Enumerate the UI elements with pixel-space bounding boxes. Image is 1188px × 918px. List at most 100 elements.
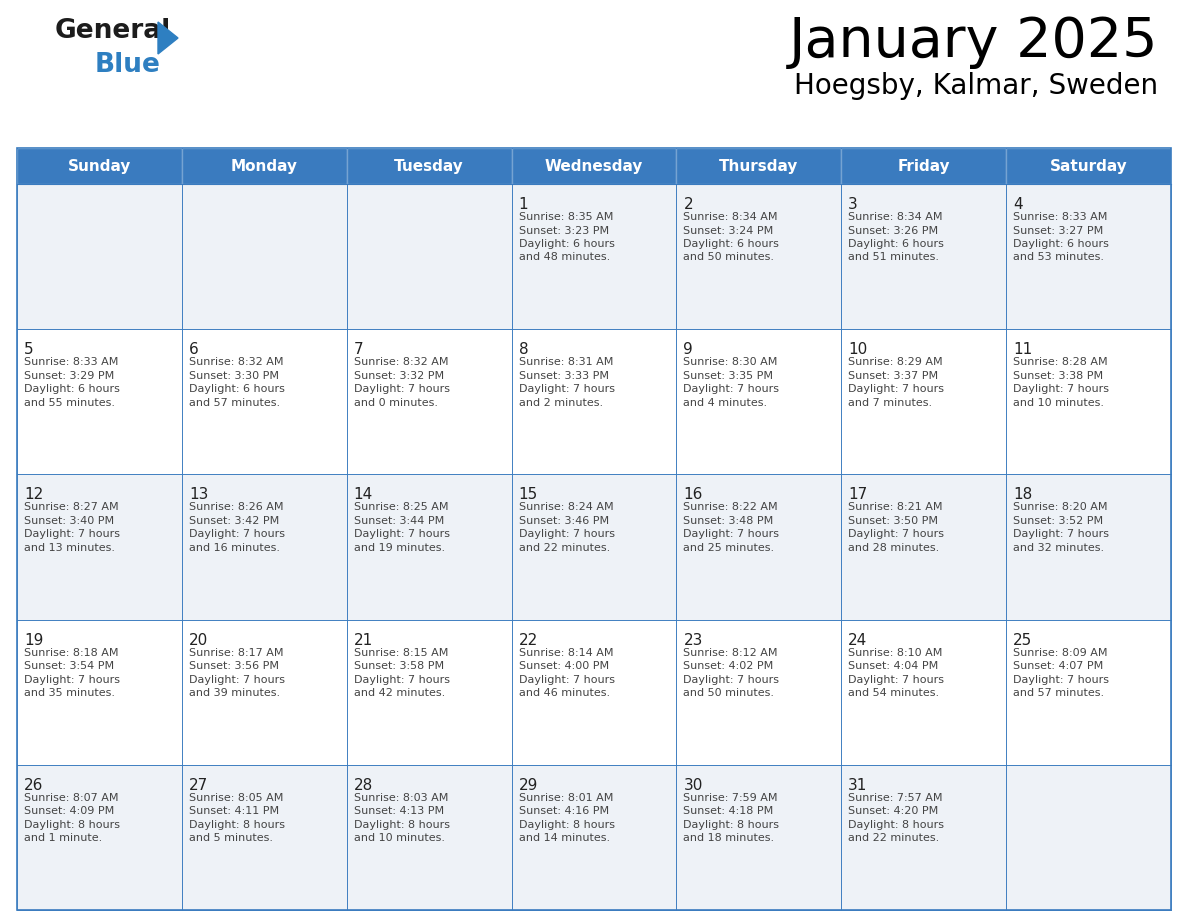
Bar xyxy=(676,620,841,765)
Text: and 39 minutes.: and 39 minutes. xyxy=(189,688,280,698)
Text: Sunrise: 8:26 AM: Sunrise: 8:26 AM xyxy=(189,502,284,512)
Text: Sunrise: 8:03 AM: Sunrise: 8:03 AM xyxy=(354,793,448,803)
Text: 11: 11 xyxy=(1013,342,1032,357)
Text: and 7 minutes.: and 7 minutes. xyxy=(848,397,933,408)
Text: Sunrise: 8:15 AM: Sunrise: 8:15 AM xyxy=(354,647,448,657)
Bar xyxy=(182,330,347,475)
Bar xyxy=(512,148,676,184)
Text: Sunset: 3:37 PM: Sunset: 3:37 PM xyxy=(848,371,939,381)
Text: and 54 minutes.: and 54 minutes. xyxy=(848,688,940,698)
Text: Sunrise: 8:07 AM: Sunrise: 8:07 AM xyxy=(24,793,119,803)
Text: Daylight: 7 hours: Daylight: 7 hours xyxy=(1013,530,1110,540)
Text: Sunset: 3:33 PM: Sunset: 3:33 PM xyxy=(519,371,608,381)
Text: Sunset: 3:23 PM: Sunset: 3:23 PM xyxy=(519,226,608,236)
Text: and 0 minutes.: and 0 minutes. xyxy=(354,397,437,408)
Text: Daylight: 7 hours: Daylight: 7 hours xyxy=(683,385,779,394)
Bar xyxy=(182,620,347,765)
Text: Daylight: 7 hours: Daylight: 7 hours xyxy=(354,385,450,394)
Bar xyxy=(841,184,1006,330)
Text: Blue: Blue xyxy=(95,52,160,78)
Text: Friday: Friday xyxy=(897,159,950,174)
Text: Sunset: 3:30 PM: Sunset: 3:30 PM xyxy=(189,371,279,381)
Text: Sunrise: 8:01 AM: Sunrise: 8:01 AM xyxy=(519,793,613,803)
Text: 26: 26 xyxy=(24,778,44,793)
Bar xyxy=(1006,765,1171,910)
Text: Daylight: 8 hours: Daylight: 8 hours xyxy=(354,820,450,830)
Text: Daylight: 7 hours: Daylight: 7 hours xyxy=(848,385,944,394)
Text: Sunrise: 8:25 AM: Sunrise: 8:25 AM xyxy=(354,502,448,512)
Text: Sunset: 4:20 PM: Sunset: 4:20 PM xyxy=(848,806,939,816)
Text: and 10 minutes.: and 10 minutes. xyxy=(354,834,444,844)
Bar xyxy=(17,148,1171,910)
Bar xyxy=(17,620,182,765)
Text: and 51 minutes.: and 51 minutes. xyxy=(848,252,940,263)
Text: and 53 minutes.: and 53 minutes. xyxy=(1013,252,1104,263)
Bar xyxy=(1006,148,1171,184)
Bar xyxy=(676,148,841,184)
Text: and 4 minutes.: and 4 minutes. xyxy=(683,397,767,408)
Bar xyxy=(676,330,841,475)
Text: 31: 31 xyxy=(848,778,867,793)
Text: 14: 14 xyxy=(354,487,373,502)
Text: and 32 minutes.: and 32 minutes. xyxy=(1013,543,1105,553)
Text: 28: 28 xyxy=(354,778,373,793)
Text: 1: 1 xyxy=(519,197,529,212)
Text: and 50 minutes.: and 50 minutes. xyxy=(683,688,775,698)
Bar xyxy=(17,475,182,620)
Text: Sunset: 4:11 PM: Sunset: 4:11 PM xyxy=(189,806,279,816)
Bar xyxy=(512,475,676,620)
Text: Sunset: 3:27 PM: Sunset: 3:27 PM xyxy=(1013,226,1104,236)
Text: and 22 minutes.: and 22 minutes. xyxy=(519,543,609,553)
Text: Sunset: 4:18 PM: Sunset: 4:18 PM xyxy=(683,806,773,816)
Text: and 16 minutes.: and 16 minutes. xyxy=(189,543,280,553)
Text: Daylight: 7 hours: Daylight: 7 hours xyxy=(848,675,944,685)
Text: 8: 8 xyxy=(519,342,529,357)
Text: Daylight: 7 hours: Daylight: 7 hours xyxy=(683,530,779,540)
Text: and 18 minutes.: and 18 minutes. xyxy=(683,834,775,844)
Text: Sunday: Sunday xyxy=(68,159,131,174)
Text: Daylight: 7 hours: Daylight: 7 hours xyxy=(1013,675,1110,685)
Text: and 50 minutes.: and 50 minutes. xyxy=(683,252,775,263)
Text: Daylight: 8 hours: Daylight: 8 hours xyxy=(189,820,285,830)
Text: 19: 19 xyxy=(24,633,44,647)
Text: Sunset: 3:32 PM: Sunset: 3:32 PM xyxy=(354,371,444,381)
Text: Daylight: 8 hours: Daylight: 8 hours xyxy=(24,820,120,830)
Text: 18: 18 xyxy=(1013,487,1032,502)
Bar xyxy=(676,184,841,330)
Bar xyxy=(347,765,512,910)
Bar xyxy=(347,148,512,184)
Text: Sunset: 3:46 PM: Sunset: 3:46 PM xyxy=(519,516,608,526)
Bar xyxy=(512,184,676,330)
Text: Daylight: 8 hours: Daylight: 8 hours xyxy=(519,820,614,830)
Text: Daylight: 7 hours: Daylight: 7 hours xyxy=(519,675,614,685)
Text: and 46 minutes.: and 46 minutes. xyxy=(519,688,609,698)
Bar xyxy=(841,330,1006,475)
Bar xyxy=(1006,620,1171,765)
Bar xyxy=(1006,330,1171,475)
Bar xyxy=(512,620,676,765)
Text: Daylight: 8 hours: Daylight: 8 hours xyxy=(848,820,944,830)
Text: Sunrise: 7:57 AM: Sunrise: 7:57 AM xyxy=(848,793,943,803)
Text: Sunrise: 7:59 AM: Sunrise: 7:59 AM xyxy=(683,793,778,803)
Text: Sunset: 3:35 PM: Sunset: 3:35 PM xyxy=(683,371,773,381)
Bar xyxy=(17,765,182,910)
Text: Daylight: 7 hours: Daylight: 7 hours xyxy=(24,530,120,540)
Text: Sunrise: 8:17 AM: Sunrise: 8:17 AM xyxy=(189,647,284,657)
Text: Thursday: Thursday xyxy=(719,159,798,174)
Text: 23: 23 xyxy=(683,633,703,647)
Text: Daylight: 7 hours: Daylight: 7 hours xyxy=(354,675,450,685)
Text: Sunrise: 8:33 AM: Sunrise: 8:33 AM xyxy=(1013,212,1107,222)
Text: Sunset: 4:00 PM: Sunset: 4:00 PM xyxy=(519,661,608,671)
Text: 13: 13 xyxy=(189,487,208,502)
Text: Daylight: 6 hours: Daylight: 6 hours xyxy=(1013,239,1110,249)
Bar xyxy=(182,765,347,910)
Text: Sunrise: 8:21 AM: Sunrise: 8:21 AM xyxy=(848,502,943,512)
Bar xyxy=(841,475,1006,620)
Text: Daylight: 6 hours: Daylight: 6 hours xyxy=(683,239,779,249)
Text: Daylight: 6 hours: Daylight: 6 hours xyxy=(189,385,285,394)
Text: Sunset: 3:40 PM: Sunset: 3:40 PM xyxy=(24,516,114,526)
Polygon shape xyxy=(158,22,178,54)
Text: Sunrise: 8:12 AM: Sunrise: 8:12 AM xyxy=(683,647,778,657)
Text: 16: 16 xyxy=(683,487,703,502)
Text: and 57 minutes.: and 57 minutes. xyxy=(1013,688,1105,698)
